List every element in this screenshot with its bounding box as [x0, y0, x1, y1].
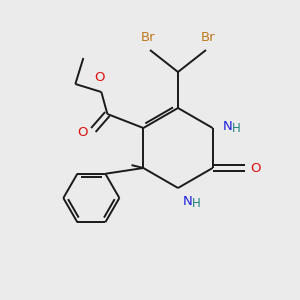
- Text: H: H: [232, 122, 240, 136]
- Text: H: H: [192, 197, 201, 210]
- Text: O: O: [250, 161, 261, 175]
- Text: O: O: [77, 125, 87, 139]
- Text: Br: Br: [201, 31, 215, 44]
- Text: N: N: [183, 195, 193, 208]
- Text: O: O: [94, 71, 105, 84]
- Text: Br: Br: [141, 31, 155, 44]
- Text: N: N: [223, 119, 232, 133]
